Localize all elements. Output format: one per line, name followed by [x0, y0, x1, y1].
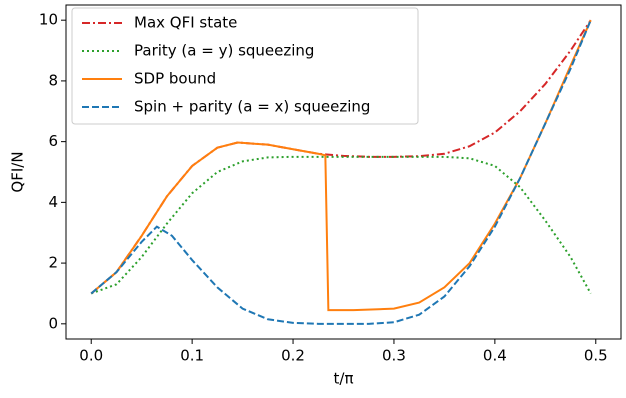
- y-tick-label: 6: [48, 132, 58, 150]
- x-tick-label: 0.0: [79, 347, 103, 365]
- y-axis-label: QFI/N: [9, 151, 27, 192]
- legend-label: Spin + parity (a = x) squeezing: [134, 98, 370, 116]
- y-tick-label: 2: [48, 254, 58, 272]
- series-line: [90, 19, 592, 325]
- legend-box: [71, 7, 419, 125]
- legend: Max QFI state Parity (a = y) squeezing SDP…: [71, 7, 419, 125]
- y-tick-label: 10: [39, 11, 58, 29]
- x-tick-label: 0.4: [483, 347, 507, 365]
- series-line: [90, 19, 592, 312]
- x-tick-label: 0.2: [281, 347, 305, 365]
- x-axis-label: t/π: [334, 370, 354, 388]
- x-tick-label: 0.3: [382, 347, 406, 365]
- legend-label: Parity (a = y) squeezing: [134, 42, 314, 60]
- legend-label: Max QFI state: [134, 14, 237, 32]
- legend-label: SDP bound: [134, 70, 216, 88]
- x-tick-label: 0.1: [180, 347, 204, 365]
- y-tick-label: 8: [48, 71, 58, 89]
- y-tick-label: 4: [48, 193, 58, 211]
- y-tick-label: 0: [48, 314, 58, 332]
- plot-frame: [65, 4, 622, 340]
- x-tick-label: 0.5: [584, 347, 608, 365]
- series-line: [90, 155, 592, 295]
